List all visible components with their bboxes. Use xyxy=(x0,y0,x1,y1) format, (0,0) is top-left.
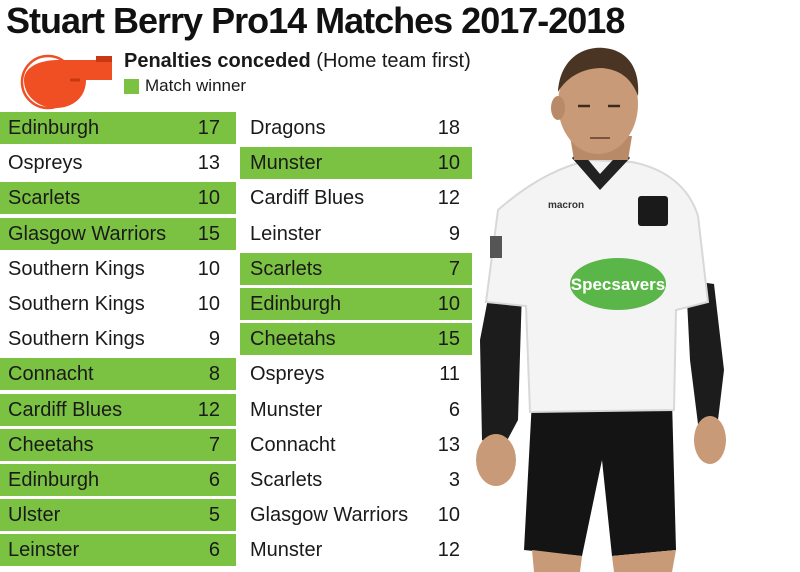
home-penalties: 7 xyxy=(208,433,220,456)
table-row: Scarlets 10 xyxy=(0,182,236,215)
home-penalties: 10 xyxy=(197,257,220,280)
table-row: Leinster 9 xyxy=(240,218,472,250)
referee-photo: Specsavers macron xyxy=(476,47,726,572)
home-penalties: 10 xyxy=(197,187,220,210)
table-row: Munster 12 xyxy=(240,534,472,566)
home-penalties: 5 xyxy=(208,504,220,527)
home-penalties: 17 xyxy=(197,117,220,139)
table-row: Scarlets 3 xyxy=(240,464,472,496)
table-row: Connacht 8 xyxy=(0,358,236,391)
table-row: Ospreys 13 xyxy=(0,147,236,179)
away-team-name: Edinburgh xyxy=(250,292,342,315)
home-team-column: Edinburgh 17 Ospreys 13 Scarlets 10 Glasgow… xyxy=(0,112,236,569)
legend-label: Match winner xyxy=(145,76,247,95)
home-team-name: Glasgow Warriors xyxy=(8,222,167,245)
away-team-name: Connacht xyxy=(250,433,336,456)
away-team-name: Munster xyxy=(250,152,323,175)
table-row: Ospreys 11 xyxy=(240,358,472,390)
away-team-name: Dragons xyxy=(250,117,326,139)
away-penalties: 3 xyxy=(448,468,460,491)
home-team-name: Ulster xyxy=(8,504,61,527)
away-team-name: Leinster xyxy=(250,222,322,245)
home-penalties: 12 xyxy=(197,398,220,421)
away-penalties: 11 xyxy=(439,363,460,386)
legend-swatch xyxy=(124,78,139,94)
table-row: Glasgow Warriors 15 xyxy=(0,217,236,250)
whistle-icon xyxy=(20,54,112,110)
away-penalties: 10 xyxy=(437,292,460,315)
sponsor-logo: Specsavers xyxy=(571,275,666,294)
away-team-name: Cardiff Blues xyxy=(250,187,365,210)
table-row: Southern Kings 10 xyxy=(0,288,236,320)
page-title: Stuart Berry Pro14 Matches 2017-2018 xyxy=(6,0,625,41)
away-penalties: 12 xyxy=(437,539,460,562)
home-team-name: Edinburgh xyxy=(8,468,100,491)
table-row: Cheetahs 15 xyxy=(240,323,472,356)
away-team-name: Munster xyxy=(250,539,323,562)
away-team-name: Ospreys xyxy=(250,363,325,386)
away-team-name: Scarlets xyxy=(250,257,323,280)
table-row: Ulster 5 xyxy=(0,499,236,532)
away-penalties: 18 xyxy=(437,117,460,139)
away-penalties: 7 xyxy=(448,257,460,280)
away-penalties: 15 xyxy=(437,328,460,351)
home-penalties: 6 xyxy=(208,539,220,562)
away-penalties: 12 xyxy=(437,187,460,210)
away-penalties: 10 xyxy=(437,504,460,527)
home-team-name: Southern Kings xyxy=(8,257,145,280)
table-row: Leinster 6 xyxy=(0,534,236,567)
away-penalties: 13 xyxy=(437,433,460,456)
table-row: Edinburgh 17 xyxy=(0,112,236,144)
table-row: Munster 10 xyxy=(240,147,472,180)
home-team-name: Ospreys xyxy=(8,152,83,175)
table-row: Cheetahs 7 xyxy=(0,428,236,461)
home-team-name: Southern Kings xyxy=(8,292,145,315)
chart-subtitle: Penalties conceded (Home team first) xyxy=(124,50,471,72)
away-team-name: Scarlets xyxy=(250,468,323,491)
chart-legend: Match winner xyxy=(124,76,246,96)
table-row: Dragons 18 xyxy=(240,112,472,144)
away-penalties: 10 xyxy=(437,152,460,175)
away-team-name: Cheetahs xyxy=(250,328,336,351)
table-row: Munster 6 xyxy=(240,394,472,426)
home-team-name: Connacht xyxy=(8,363,94,386)
away-team-column: Dragons 18 Munster 10 Cardiff Blues 12 Lein… xyxy=(240,112,472,569)
table-row: Scarlets 7 xyxy=(240,252,472,285)
away-team-name: Munster xyxy=(250,398,323,421)
table-row: Edinburgh 10 xyxy=(240,287,472,320)
home-penalties: 6 xyxy=(208,468,220,491)
table-row: Cardiff Blues 12 xyxy=(0,393,236,426)
away-penalties: 9 xyxy=(448,222,460,245)
table-row: Connacht 13 xyxy=(240,429,472,461)
home-team-name: Leinster xyxy=(8,539,80,562)
table-row: Southern Kings 9 xyxy=(0,323,236,355)
table-row: Glasgow Warriors 10 xyxy=(240,499,472,531)
table-row: Cardiff Blues 12 xyxy=(240,182,472,214)
table-row: Edinburgh 6 xyxy=(0,463,236,496)
home-penalties: 10 xyxy=(197,292,220,315)
home-team-name: Cardiff Blues xyxy=(8,398,123,421)
home-penalties: 8 xyxy=(208,363,220,386)
home-team-name: Cheetahs xyxy=(8,433,94,456)
kit-brand-logo: macron xyxy=(548,200,584,211)
home-team-name: Edinburgh xyxy=(8,117,100,139)
away-penalties: 6 xyxy=(448,398,460,421)
home-team-name: Scarlets xyxy=(8,187,81,210)
home-penalties: 9 xyxy=(208,328,220,351)
home-penalties: 15 xyxy=(197,222,220,245)
table-row: Southern Kings 10 xyxy=(0,253,236,285)
away-team-name: Glasgow Warriors xyxy=(250,504,409,527)
home-penalties: 13 xyxy=(197,152,220,175)
home-team-name: Southern Kings xyxy=(8,328,145,351)
